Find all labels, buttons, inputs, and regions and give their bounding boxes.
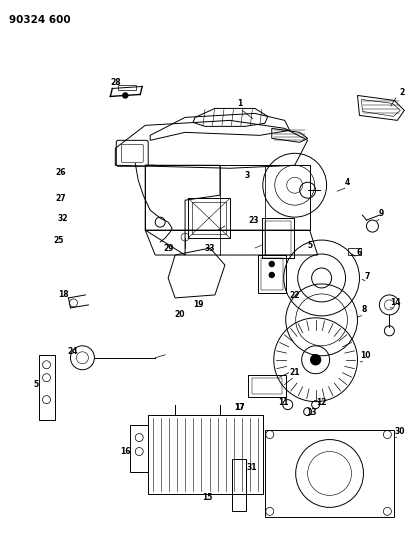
- Text: 20: 20: [175, 310, 185, 319]
- Circle shape: [269, 262, 274, 266]
- Text: 28: 28: [110, 78, 121, 87]
- Text: 27: 27: [55, 193, 66, 203]
- Text: 22: 22: [290, 292, 300, 301]
- Text: 14: 14: [390, 298, 400, 308]
- Bar: [232, 459, 246, 511]
- Text: 26: 26: [55, 168, 66, 177]
- Bar: [265, 221, 291, 255]
- Text: 3: 3: [244, 171, 250, 180]
- Text: 21: 21: [290, 368, 300, 377]
- Text: 8: 8: [362, 305, 367, 314]
- Text: 31: 31: [247, 463, 257, 472]
- Text: 23: 23: [248, 216, 259, 224]
- Bar: [265, 430, 394, 518]
- Bar: [39, 355, 54, 419]
- Text: 29: 29: [163, 244, 173, 253]
- Circle shape: [311, 355, 321, 365]
- Text: 5: 5: [307, 240, 312, 249]
- Text: 12: 12: [316, 398, 327, 407]
- Bar: [258, 255, 286, 293]
- Text: 2: 2: [400, 88, 405, 97]
- Text: 90324 600: 90324 600: [9, 15, 70, 25]
- Circle shape: [269, 272, 274, 278]
- Bar: [252, 378, 282, 394]
- Text: 10: 10: [360, 351, 371, 360]
- Text: 24: 24: [67, 348, 78, 356]
- Text: 11: 11: [279, 398, 289, 407]
- Text: 4: 4: [345, 177, 350, 187]
- Bar: [262, 218, 294, 258]
- Bar: [130, 425, 148, 472]
- Text: 5: 5: [33, 380, 38, 389]
- Circle shape: [122, 92, 128, 99]
- Text: 16: 16: [120, 447, 131, 456]
- Text: 1: 1: [237, 99, 243, 108]
- Text: 9: 9: [379, 208, 384, 217]
- Bar: [148, 415, 263, 495]
- Bar: [347, 248, 361, 255]
- Text: 25: 25: [53, 236, 64, 245]
- Bar: [261, 258, 283, 290]
- Text: 32: 32: [57, 214, 68, 223]
- Text: 19: 19: [193, 301, 203, 309]
- Text: 6: 6: [357, 247, 362, 256]
- Bar: [248, 375, 286, 397]
- Bar: [192, 202, 226, 234]
- Text: 7: 7: [365, 272, 370, 281]
- Text: 15: 15: [202, 493, 212, 502]
- Text: 17: 17: [234, 403, 245, 412]
- Bar: [118, 85, 136, 91]
- Text: 18: 18: [58, 290, 69, 300]
- Text: 30: 30: [394, 427, 405, 436]
- Text: 17: 17: [234, 403, 245, 412]
- Text: 33: 33: [205, 244, 215, 253]
- Bar: [188, 198, 230, 238]
- Text: 13: 13: [307, 408, 317, 417]
